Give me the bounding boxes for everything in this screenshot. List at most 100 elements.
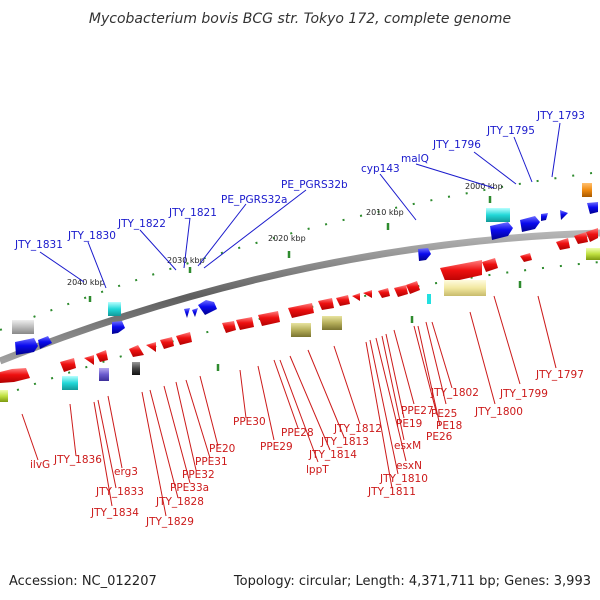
gene-label[interactable]: JTY_1796 [432,139,481,151]
gene-label[interactable]: JTY_1834 [90,507,139,519]
gene-arrow[interactable] [418,248,431,261]
gene-label[interactable]: PE19 [396,418,422,430]
gene-label[interactable]: esxM [394,440,421,452]
gene-label[interactable]: JTY_1833 [95,486,144,498]
gene-label[interactable]: erg3 [114,466,138,478]
gene-label[interactable]: JTY_1829 [145,516,194,528]
gene-arrow[interactable] [352,293,360,301]
gene-arrow[interactable] [440,260,482,283]
gene-arrow[interactable] [482,258,498,272]
gene-arrow[interactable] [84,355,94,365]
gene-arrow[interactable] [556,238,570,250]
gene-arrow[interactable] [15,338,38,355]
gene-label[interactable]: JTY_1793 [536,110,585,122]
gene-box[interactable] [62,376,78,390]
gene-label[interactable]: PPE33a [170,482,209,494]
scale-label: 2030 kbp [167,256,205,265]
gene-arrow[interactable] [96,350,108,362]
gene-label[interactable]: PE18 [436,420,462,432]
gene-arrow[interactable] [560,210,568,220]
gene-arrow[interactable] [318,298,334,310]
gene-box[interactable] [132,362,140,375]
gene-arrow[interactable] [258,311,280,326]
gene-box[interactable] [108,302,121,316]
gene-box[interactable] [291,323,311,337]
gene-label[interactable]: JTY_1810 [379,473,428,485]
gene-label[interactable]: JTY_1821 [168,207,217,219]
gene-arrow[interactable] [520,216,540,232]
gene-box[interactable] [99,368,109,381]
gene-label[interactable]: PPE29 [260,441,293,453]
gene-arrow[interactable] [490,222,513,240]
gene-arrow[interactable] [192,308,198,317]
gene-label[interactable]: JTY_1822 [117,218,166,230]
gene-arrow[interactable] [184,308,190,318]
gene-arrow[interactable] [236,317,254,330]
gene-label[interactable]: PE20 [209,443,235,455]
gene-box[interactable] [427,294,431,304]
gene-arrow[interactable] [586,228,598,242]
gene-label[interactable]: PPE28 [281,427,314,439]
gene-arrow[interactable] [587,202,598,214]
gene-label[interactable]: JTY_1811 [367,486,416,498]
gene-arrow[interactable] [288,303,314,318]
gene-arrow[interactable] [363,290,372,298]
gene-label[interactable]: JTY_1830 [67,230,116,242]
gene-label[interactable]: JTY_1828 [155,496,204,508]
gene-arrow[interactable] [336,295,350,306]
gene-label[interactable]: PE_PGRS32b [281,179,348,191]
gene-arrow[interactable] [0,368,30,383]
gene-label[interactable]: JTY_1797 [535,369,584,381]
gene-arrow[interactable] [406,281,420,294]
gene-label[interactable]: JTY_1795 [486,125,535,137]
gene-arrow[interactable] [541,213,548,221]
scale-label: 2000 kbp [465,182,503,191]
gene-label[interactable]: PE25 [431,408,457,420]
gene-label[interactable]: lppT [306,464,329,476]
gene-arrow[interactable] [394,285,408,297]
gene-label[interactable]: JTY_1813 [320,436,369,448]
gene-label[interactable]: PE_PGRS32a [221,194,287,206]
gene-label[interactable]: esxN [396,460,422,472]
gene-label[interactable]: cyp143 [361,163,400,175]
gene-arrow[interactable] [60,358,76,372]
gene-label[interactable]: PE26 [426,431,453,443]
gene-arrow[interactable] [146,342,156,352]
gene-label[interactable]: PPE31 [195,456,228,468]
forward-leader-lines [39,122,561,289]
gene-box[interactable] [444,280,486,296]
gene-label[interactable]: JTY_1836 [53,454,102,466]
gene-label[interactable]: JTY_1800 [474,406,523,418]
gene-arrow[interactable] [112,321,125,334]
accession-text: Accession: NC_012207 [9,574,157,589]
gene-label[interactable]: PPE30 [233,416,266,428]
major-ticks [88,196,522,371]
gene-label[interactable]: PPE27 [401,405,434,417]
gene-box[interactable] [0,390,8,402]
gene-arrow[interactable] [129,345,144,357]
gene-label[interactable]: malQ [401,153,429,165]
gene-arrow[interactable] [38,336,52,349]
gene-arrow[interactable] [176,332,192,345]
scale-label: 2040 kbp [67,278,105,287]
gene-label[interactable]: JTY_1802 [430,387,479,399]
gene-box[interactable] [486,208,510,222]
gene-box[interactable] [582,183,592,197]
gene-label[interactable]: JTY_1812 [333,423,382,435]
gene-box[interactable] [322,316,342,330]
gene-label[interactable]: PPE32 [182,469,215,481]
gene-label[interactable]: JTY_1831 [14,239,63,251]
gene-arrow[interactable] [520,253,532,262]
gene-label[interactable]: JTY_1799 [499,388,548,400]
gene-arrow[interactable] [378,288,390,298]
gene-label[interactable]: JTY_1814 [308,449,357,461]
gene-arrow[interactable] [222,321,236,333]
gene-label[interactable]: ilvG [30,459,50,471]
gene-box[interactable] [586,248,600,260]
gene-arrow[interactable] [198,300,217,315]
gene-arrow[interactable] [574,232,588,244]
gene-box[interactable] [12,320,34,334]
genome-backbone [0,229,600,365]
gene-arrow[interactable] [160,337,174,349]
